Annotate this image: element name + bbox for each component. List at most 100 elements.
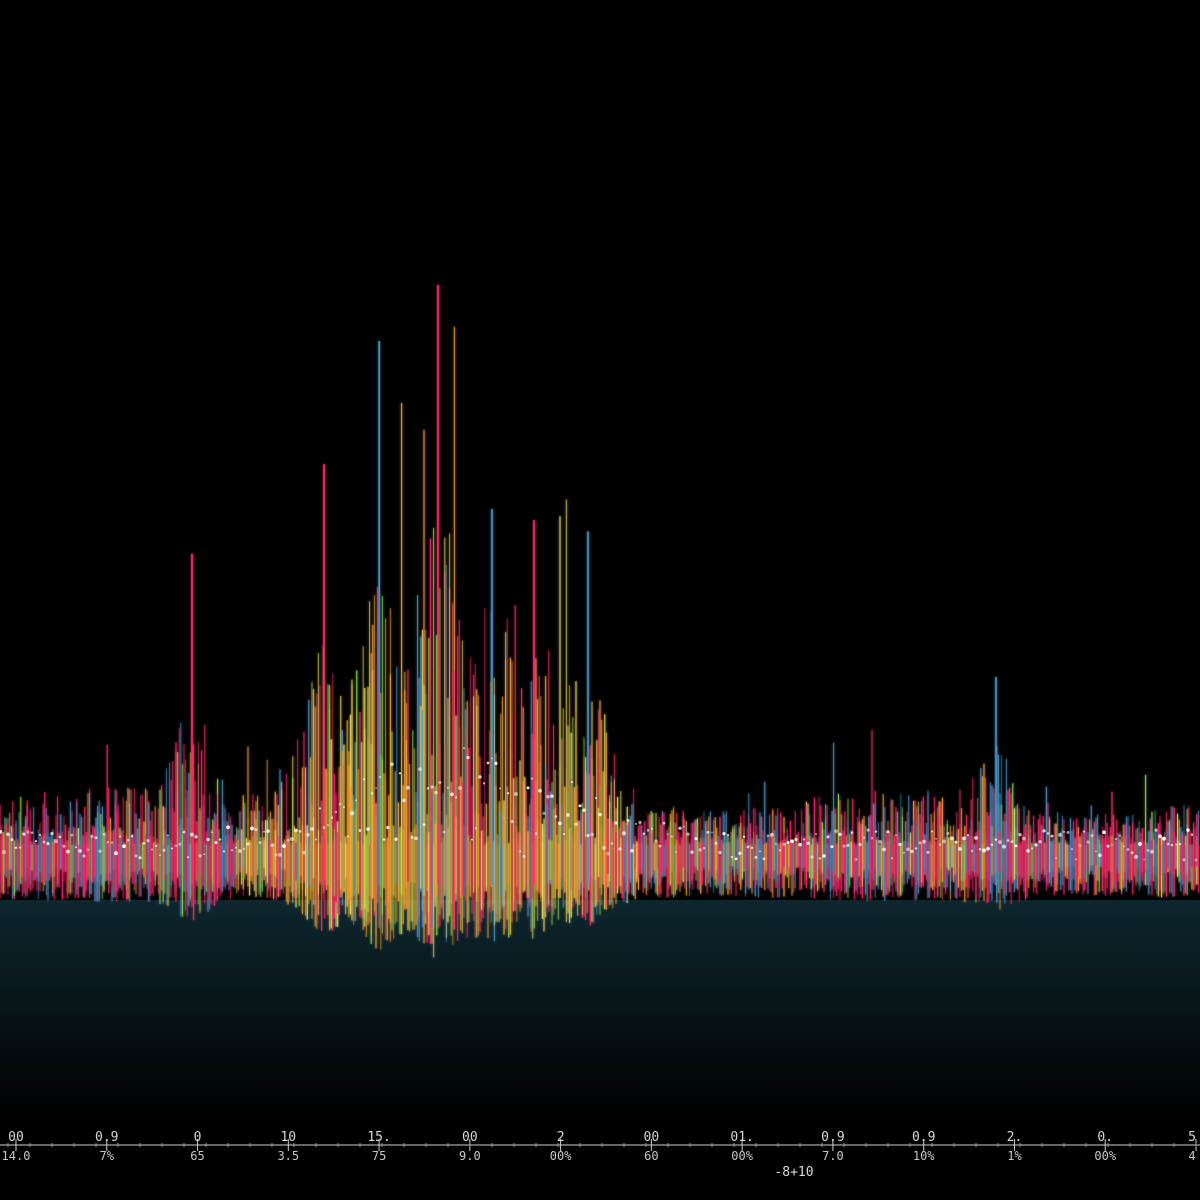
baseline-dot (1186, 828, 1190, 832)
baseline-dot (362, 778, 366, 781)
baseline-dot (318, 807, 322, 810)
baseline-dot (658, 844, 662, 848)
baseline-dot (14, 846, 18, 849)
baseline-dot (542, 811, 546, 816)
baseline-dot (142, 842, 146, 845)
baseline-dot (394, 837, 398, 841)
baseline-dot (74, 846, 78, 849)
baseline-dot (1119, 834, 1121, 837)
baseline-dot (694, 837, 698, 841)
baseline-dot (646, 829, 650, 832)
baseline-dot (478, 775, 482, 779)
baseline-dot (1154, 828, 1158, 832)
baseline-dot (70, 833, 74, 837)
baseline-dot (458, 786, 462, 790)
baseline-dot (1126, 848, 1130, 851)
baseline-dot (1138, 842, 1142, 846)
baseline-dot (722, 831, 726, 836)
baseline-dot (818, 857, 822, 860)
x-tick-label-top: 15. (367, 1130, 390, 1145)
baseline-dot (274, 853, 278, 857)
baseline-dot (910, 849, 914, 853)
baseline-dot (486, 761, 490, 765)
baseline-dot (258, 841, 262, 845)
baseline-dot (1098, 853, 1102, 858)
baseline-dot (626, 819, 630, 822)
baseline-dot (662, 821, 666, 825)
baseline-dot (886, 830, 890, 834)
x-axis-note: -8+10 (774, 1165, 813, 1180)
baseline-dot (918, 841, 922, 845)
baseline-dot (54, 839, 58, 844)
baseline-dot (1106, 844, 1110, 848)
baseline-dot (346, 835, 350, 838)
baseline-dot (222, 850, 226, 853)
x-tick-label-top: 0 (194, 1130, 202, 1145)
baseline-dot (214, 841, 218, 844)
spike-layer (0, 285, 1199, 958)
baseline-dot (1018, 832, 1022, 837)
baseline-dot (30, 831, 34, 834)
baseline-dot (1038, 840, 1042, 844)
baseline-dot (526, 786, 530, 790)
baseline-dot (690, 850, 694, 854)
baseline-dot (375, 787, 377, 790)
baseline-dot (578, 804, 582, 808)
baseline-dot (366, 827, 370, 831)
baseline-dot (834, 829, 838, 834)
baseline-dot (494, 761, 498, 766)
baseline-dot (126, 839, 130, 842)
baseline-dot (683, 825, 685, 828)
baseline-dot (66, 849, 70, 854)
baseline-dot (238, 849, 242, 853)
baseline-dot (62, 844, 66, 848)
baseline-dot (1095, 850, 1097, 853)
baseline-dot (538, 789, 542, 793)
baseline-dot (1030, 847, 1034, 850)
baseline-dot (726, 833, 730, 837)
baseline-dot (398, 772, 402, 775)
x-tick-label-bottom: 3.5 (277, 1149, 299, 1163)
baseline-dot (1090, 834, 1094, 838)
baseline-dot (982, 848, 986, 853)
baseline-dot (814, 832, 818, 836)
x-tick-label-bottom: 65 (190, 1149, 204, 1163)
baseline-dot (266, 829, 270, 833)
baseline-dot (442, 830, 446, 834)
baseline-dot (154, 844, 158, 848)
baseline-dot (858, 843, 862, 846)
x-tick-label-bottom: 75 (372, 1149, 386, 1163)
baseline-dot (935, 837, 937, 840)
baseline-dot (438, 781, 442, 784)
baseline-dot (766, 834, 770, 838)
baseline-dot (610, 842, 614, 845)
baseline-dot (338, 803, 342, 806)
baseline-dot (1083, 830, 1085, 833)
baseline-dot (846, 843, 850, 848)
baseline-dot (159, 854, 161, 857)
baseline-dot (310, 827, 314, 831)
baseline-dot (1014, 844, 1018, 848)
baseline-dot (286, 839, 290, 842)
baseline-dot (38, 833, 42, 837)
baseline-dot (491, 757, 493, 760)
baseline-dot (574, 822, 578, 826)
baseline-dot (998, 840, 1002, 844)
baseline-dot (471, 838, 473, 841)
baseline-dot (327, 824, 329, 826)
baseline-dot (190, 832, 194, 837)
baseline-dot (119, 835, 121, 838)
baseline-dot (522, 855, 526, 858)
baseline-dot (1123, 845, 1125, 848)
baseline-dot (90, 835, 94, 838)
x-tick-label-top: 0.9 (821, 1130, 844, 1145)
x-tick-labels-top: 00 0.9 0 10 15. 00 2 00 01. 0.9 0.9 2. 0. 5 (8, 1130, 1196, 1145)
baseline-dot (1058, 833, 1062, 837)
baseline-dot (738, 851, 742, 856)
baseline-dot (263, 830, 265, 833)
baseline-dot (450, 792, 454, 797)
baseline-dot (946, 831, 950, 835)
baseline-dot (270, 843, 274, 847)
baseline-dot (406, 786, 410, 790)
